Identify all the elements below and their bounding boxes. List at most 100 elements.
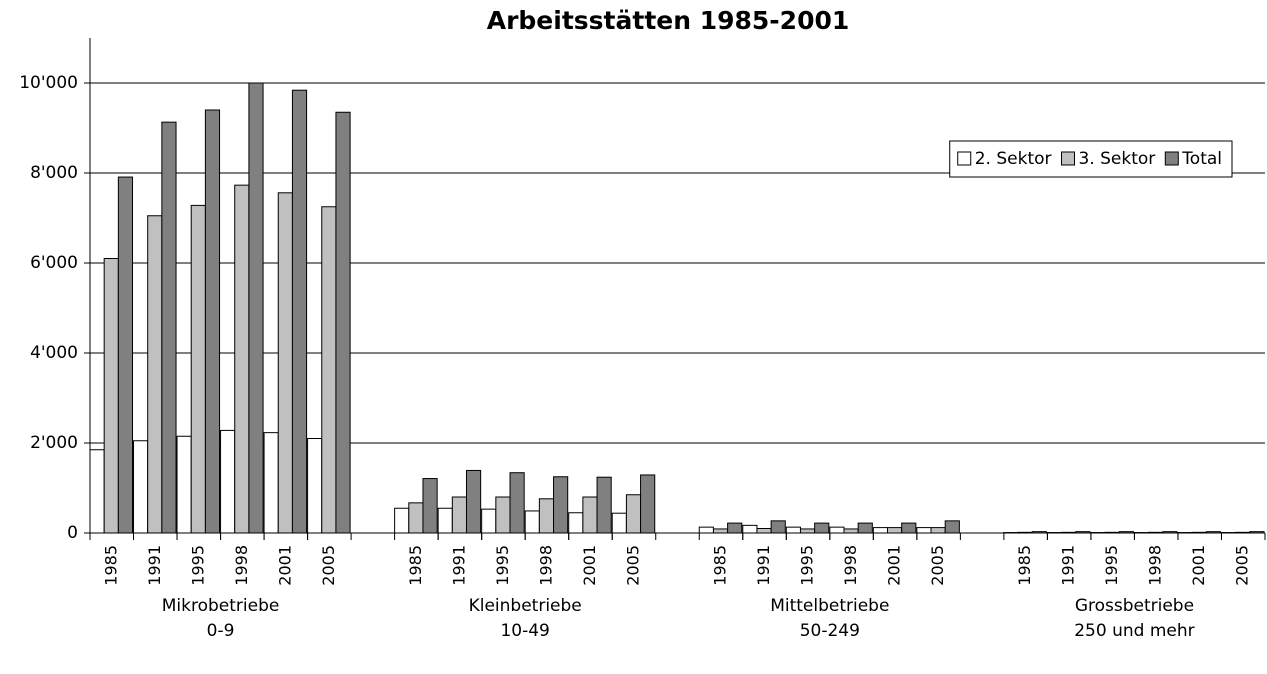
- legend-box: [949, 140, 1233, 178]
- x-tick-label: 1995: [798, 545, 817, 586]
- legend-label: Total: [1181, 149, 1222, 169]
- bar: [538, 498, 555, 534]
- bar: [829, 526, 845, 534]
- x-tick-label: 2005: [928, 545, 947, 586]
- bar: [799, 528, 816, 534]
- x-tick-label: 2005: [1233, 545, 1252, 586]
- x-tick-label: 1985: [1015, 545, 1034, 586]
- legend-label: 3. Sektor: [1079, 149, 1156, 169]
- y-tick-label: 10'000: [19, 73, 78, 93]
- bar: [742, 524, 758, 534]
- x-tick-label: 1998: [841, 545, 860, 586]
- x-tick-label: 1998: [232, 545, 251, 586]
- bar: [770, 520, 786, 534]
- group-label: Kleinbetriebe: [469, 596, 582, 616]
- bar: [625, 494, 642, 534]
- bar: [248, 82, 264, 534]
- bar: [465, 469, 482, 534]
- bar: [307, 438, 323, 534]
- legend-swatch: [1164, 151, 1179, 166]
- bar: [495, 496, 511, 534]
- bar: [291, 89, 308, 534]
- x-tick-label: 1991: [449, 545, 468, 586]
- bar: [147, 215, 163, 534]
- bar: [596, 476, 612, 534]
- bar: [422, 478, 438, 534]
- bar: [756, 528, 772, 534]
- bar: [568, 512, 584, 534]
- group-label: Grossbetriebe: [1075, 596, 1194, 616]
- bar: [930, 527, 946, 534]
- bar: [176, 435, 192, 534]
- bar: [712, 528, 729, 534]
- bar: [220, 429, 236, 534]
- bar: [785, 526, 801, 534]
- bar: [901, 522, 917, 534]
- bar: [321, 206, 337, 534]
- legend-swatch: [1061, 151, 1076, 166]
- x-tick-label: 1998: [1146, 545, 1165, 586]
- bar: [857, 522, 873, 534]
- x-tick-label: 1985: [711, 545, 730, 586]
- x-tick-label: 2001: [1189, 545, 1208, 586]
- bar: [698, 526, 714, 534]
- bar: [944, 520, 960, 534]
- bar: [843, 528, 859, 534]
- legend-label: 2. Sektor: [975, 149, 1052, 169]
- group-sublabel: 10-49: [500, 621, 549, 641]
- bar: [553, 476, 569, 534]
- bar: [916, 527, 932, 534]
- bar: [335, 111, 351, 534]
- x-tick-label: 2001: [580, 545, 599, 586]
- bar: [524, 510, 540, 534]
- x-tick-label: 1995: [188, 545, 207, 586]
- bar: [640, 474, 656, 534]
- x-tick-label: 1995: [493, 545, 512, 586]
- x-tick-label: 1998: [536, 545, 555, 586]
- y-tick-label: 6'000: [30, 253, 78, 273]
- bar: [509, 472, 525, 534]
- y-tick-label: 8'000: [30, 163, 78, 183]
- bar: [161, 121, 177, 534]
- bar: [611, 512, 627, 534]
- bar: [481, 508, 497, 534]
- group-label: Mikrobetriebe: [162, 596, 280, 616]
- bar: [408, 502, 424, 534]
- legend-swatch: [957, 151, 972, 166]
- group-sublabel: 0-9: [207, 621, 235, 641]
- group-sublabel: 250 und mehr: [1074, 621, 1194, 641]
- bar: [814, 522, 830, 534]
- bar: [204, 109, 221, 534]
- bar: [89, 449, 105, 534]
- group-sublabel: 50-249: [800, 621, 860, 641]
- bar: [263, 432, 279, 534]
- x-tick-label: 1991: [1059, 545, 1078, 586]
- bar: [117, 176, 134, 534]
- x-tick-label: 1991: [145, 545, 164, 586]
- bar: [394, 507, 410, 534]
- bar: [277, 192, 293, 534]
- x-tick-label: 1995: [1102, 545, 1121, 586]
- x-tick-label: 1985: [406, 545, 425, 586]
- bar: [133, 440, 149, 534]
- bar: [727, 522, 743, 534]
- bar: [451, 496, 467, 534]
- x-tick-label: 1991: [754, 545, 773, 586]
- x-tick-label: 1985: [101, 545, 120, 586]
- y-tick-label: 0: [67, 523, 78, 543]
- chart-title: Arbeitsstätten 1985-2001: [487, 6, 850, 35]
- bar: [190, 204, 206, 534]
- legend: 2. Sektor 3. Sektor Total: [949, 140, 1233, 178]
- x-tick-label: 2005: [319, 545, 338, 586]
- bar: [887, 527, 903, 534]
- bar: [582, 496, 598, 534]
- x-tick-label: 2001: [885, 545, 904, 586]
- bar: [437, 507, 453, 534]
- x-tick-label: 2001: [275, 545, 294, 586]
- y-tick-label: 4'000: [30, 343, 78, 363]
- bar: [103, 258, 119, 534]
- group-label: Mittelbetriebe: [770, 596, 889, 616]
- bar: [234, 184, 250, 534]
- y-tick-label: 2'000: [30, 433, 78, 453]
